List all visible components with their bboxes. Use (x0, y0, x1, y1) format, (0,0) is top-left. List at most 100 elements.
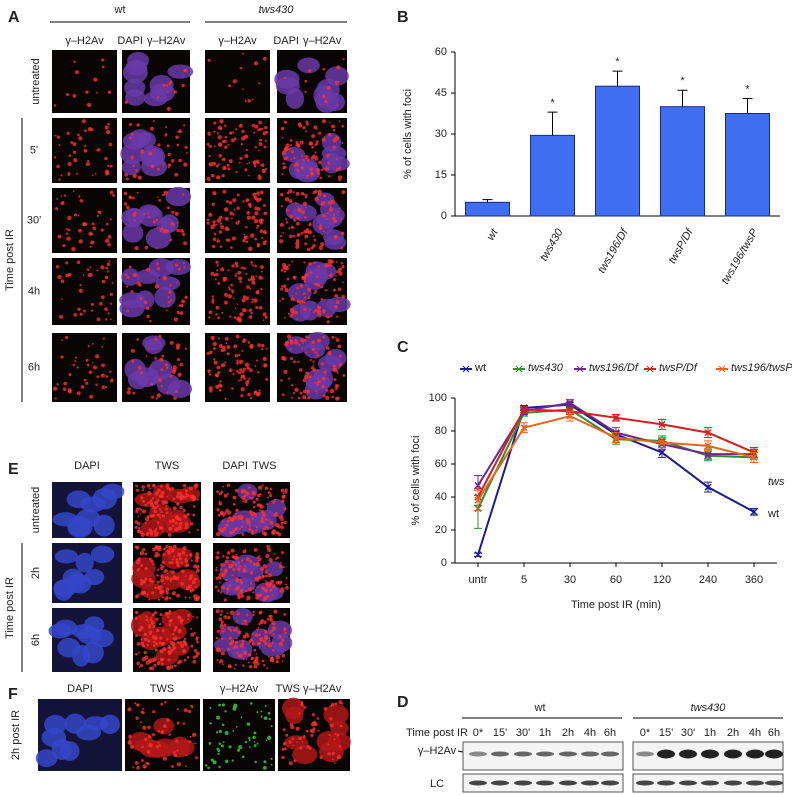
focus (236, 567, 241, 572)
focus (220, 651, 225, 656)
focus (162, 530, 164, 533)
focus (270, 560, 273, 563)
focus (173, 317, 178, 322)
focus (235, 508, 239, 512)
focus (61, 339, 64, 342)
focus (259, 504, 264, 509)
focus (161, 590, 165, 594)
focus (316, 338, 322, 343)
nucleus (285, 88, 305, 109)
focus (281, 136, 284, 139)
focus (136, 338, 140, 341)
focus (249, 308, 253, 312)
focus (176, 143, 180, 147)
focus (168, 623, 172, 627)
focus (252, 192, 256, 197)
focus (301, 347, 304, 350)
micrograph (122, 333, 192, 402)
focus (218, 501, 223, 506)
focus (112, 194, 116, 197)
focus (225, 523, 229, 527)
focus (243, 338, 247, 342)
focus (231, 574, 234, 577)
focus (155, 628, 160, 633)
focus (215, 647, 220, 652)
x-tick-label: tws430 (538, 226, 566, 263)
focus (78, 228, 82, 233)
focus (248, 661, 251, 664)
focus (193, 577, 197, 581)
focus (253, 731, 257, 735)
focus (131, 359, 135, 363)
focus (331, 124, 335, 129)
focus (230, 283, 234, 287)
focus (341, 294, 345, 299)
focus (162, 756, 167, 761)
focus (239, 590, 244, 595)
focus (253, 648, 257, 652)
focus (94, 172, 97, 175)
focus (76, 172, 79, 175)
focus (159, 622, 162, 626)
focus (313, 238, 317, 242)
focus (144, 552, 148, 556)
focus (99, 302, 103, 306)
micrograph (121, 186, 192, 253)
focus (301, 155, 304, 157)
focus (303, 261, 306, 264)
focus (338, 167, 342, 171)
nucleus (122, 223, 144, 243)
focus (143, 212, 146, 216)
focus (171, 632, 175, 636)
focus (176, 502, 180, 506)
focus (334, 305, 338, 309)
focus (246, 215, 251, 220)
focus (311, 366, 315, 370)
legend-label: tws196/twsP (731, 362, 792, 374)
focus (195, 555, 200, 560)
row-label: 6h (28, 361, 40, 373)
focus (165, 309, 168, 312)
focus (333, 288, 336, 292)
focus (165, 483, 170, 487)
focus (218, 215, 223, 220)
panel-label: B (397, 9, 409, 26)
focus (175, 263, 179, 267)
focus (307, 336, 310, 339)
focus (229, 211, 234, 216)
focus (216, 715, 221, 720)
focus (176, 593, 180, 598)
focus (314, 381, 317, 384)
focus (150, 666, 155, 671)
focus (263, 204, 266, 207)
focus (260, 164, 263, 167)
focus (296, 318, 299, 321)
focus (227, 647, 230, 651)
focus (179, 505, 183, 510)
focus (187, 617, 190, 620)
focus (150, 164, 155, 169)
focus (271, 525, 274, 528)
focus (174, 527, 179, 532)
focus (147, 216, 151, 219)
focus (241, 755, 245, 759)
focus (280, 126, 285, 131)
nucleus (100, 714, 120, 735)
focus (171, 519, 175, 522)
focus (220, 267, 225, 272)
group-label: tws430 (691, 702, 727, 714)
focus (225, 199, 229, 203)
point (520, 406, 528, 414)
focus (172, 576, 176, 580)
focus (162, 229, 167, 233)
focus (250, 311, 253, 315)
focus (167, 533, 172, 537)
focus (86, 268, 90, 271)
focus (315, 390, 318, 393)
band (559, 751, 577, 757)
focus (87, 159, 90, 163)
focus (234, 307, 237, 310)
focus (283, 369, 288, 374)
focus (263, 145, 267, 149)
focus (96, 214, 99, 218)
